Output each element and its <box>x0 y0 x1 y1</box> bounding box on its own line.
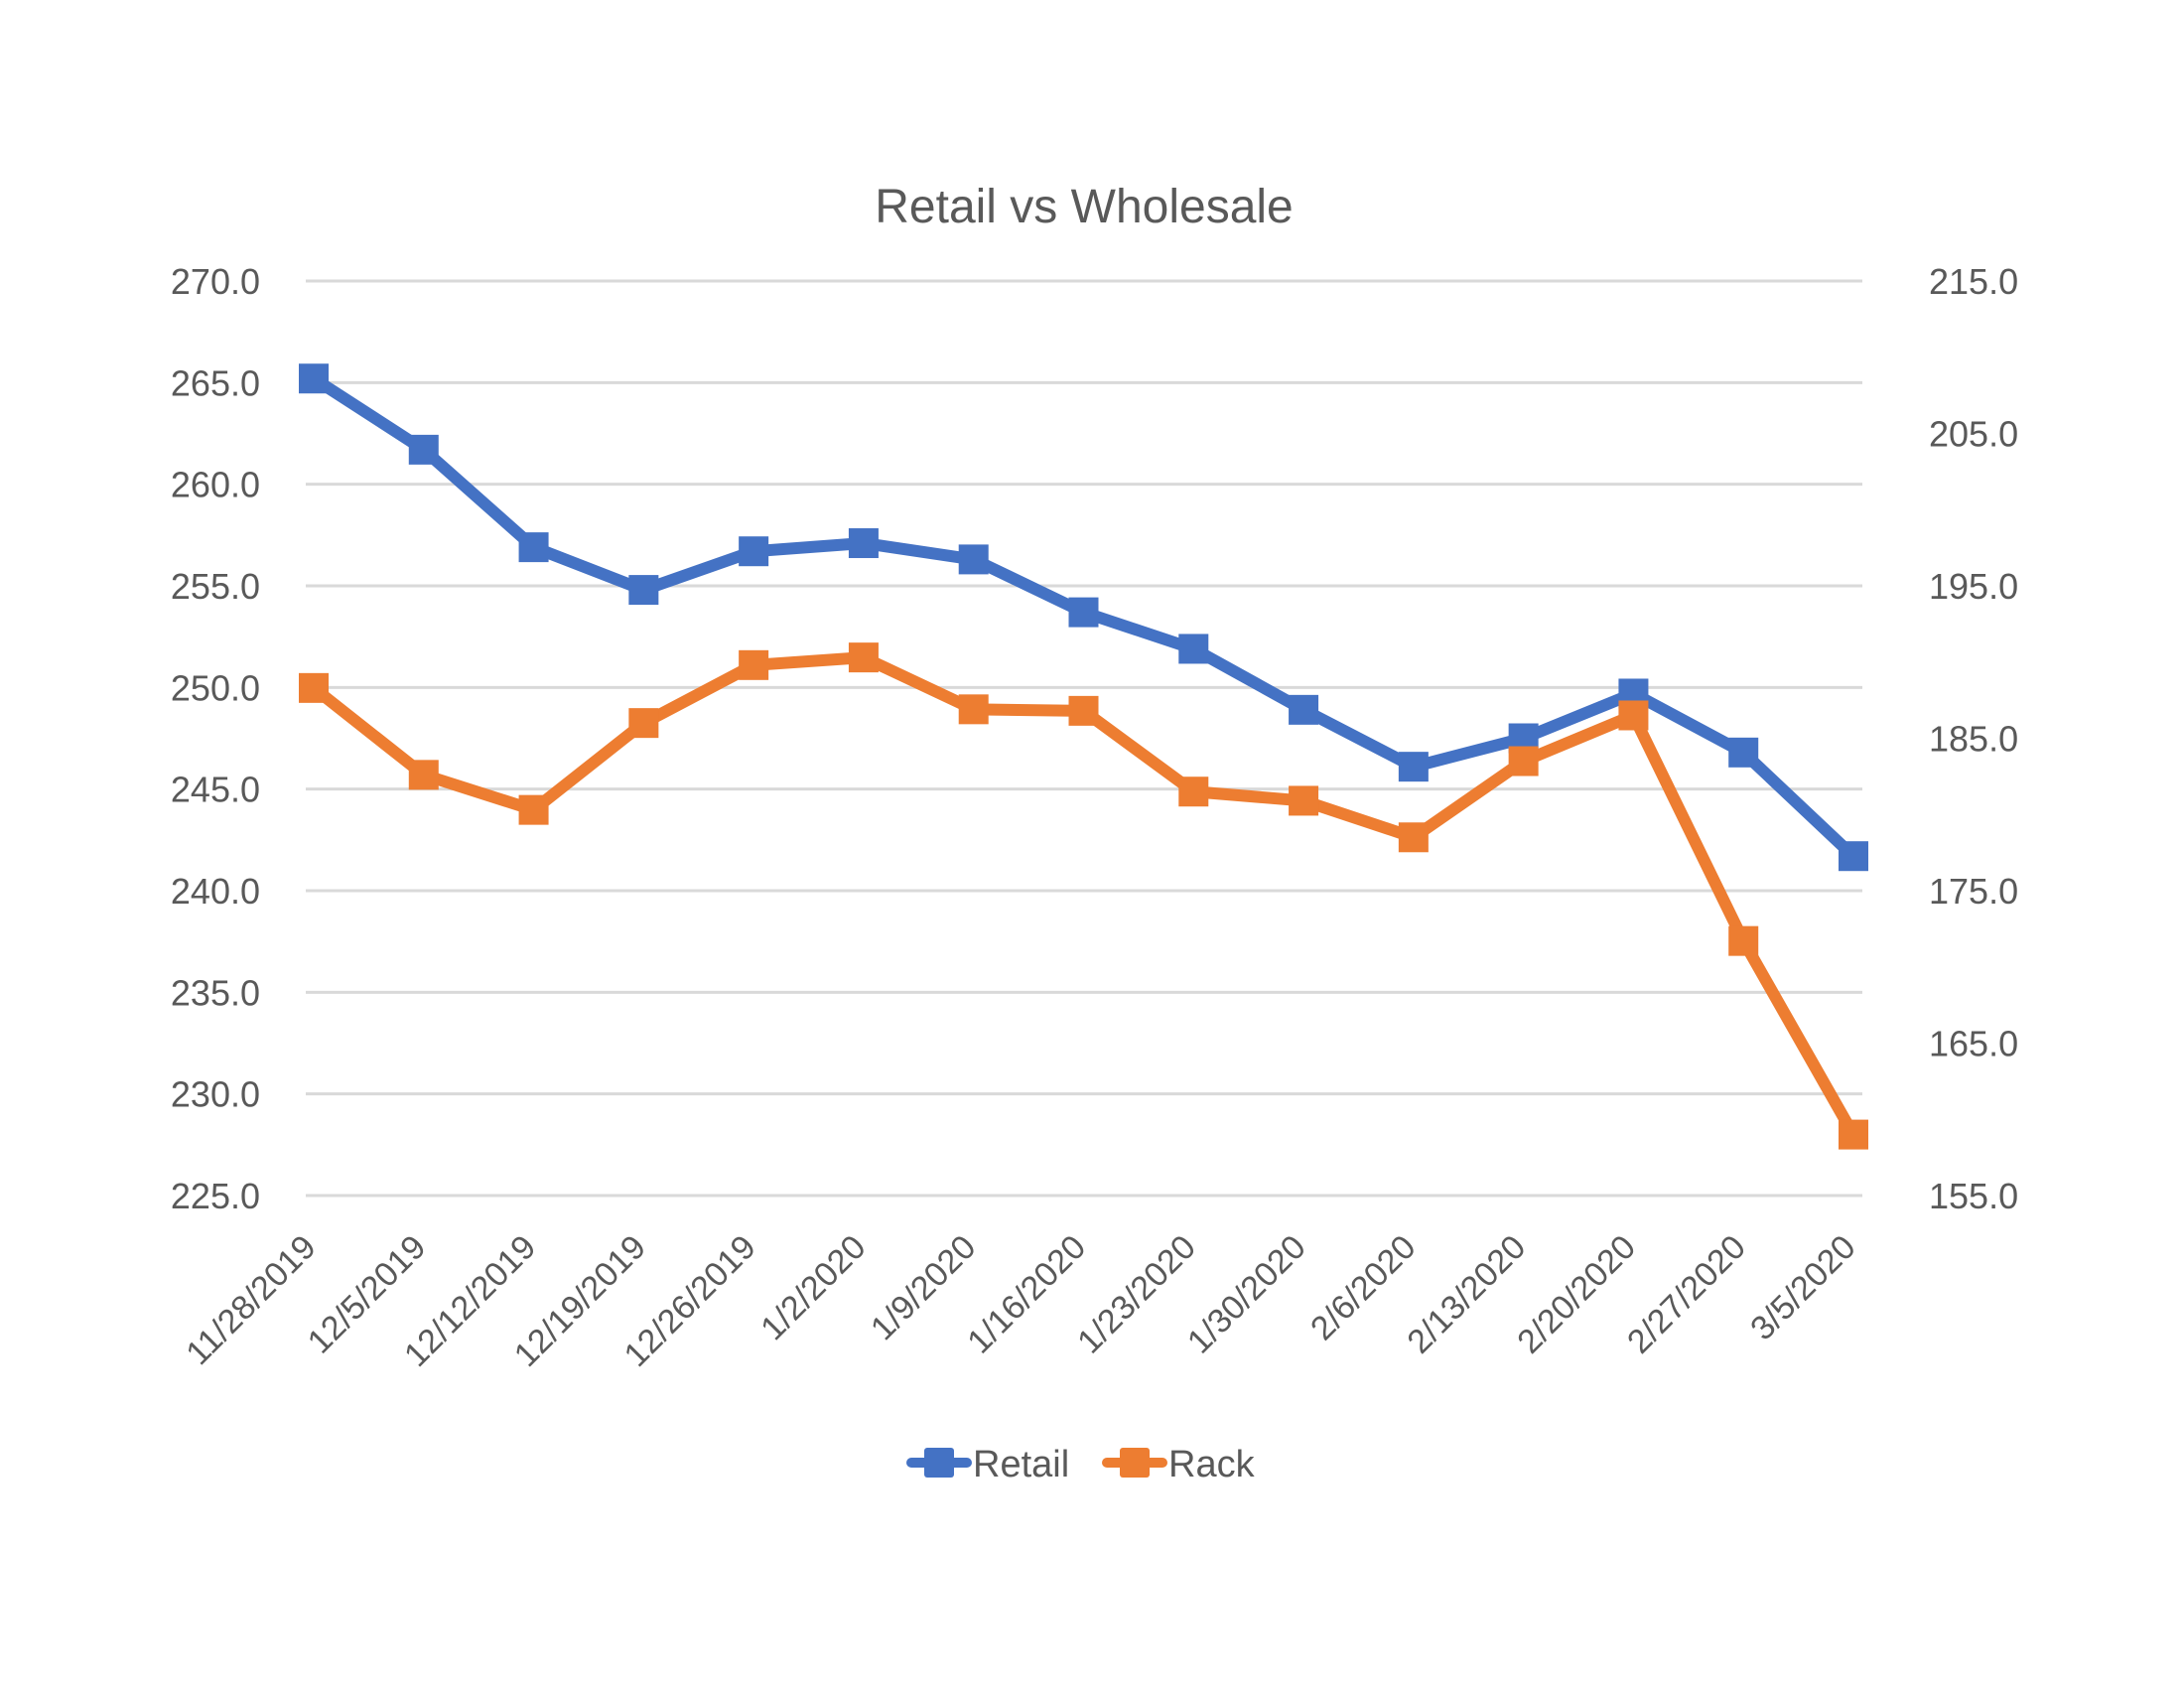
x-tick-label: 2/27/2020 <box>1620 1228 1753 1361</box>
data-point-marker[interactable] <box>1728 737 1759 768</box>
y-right-tick-label: 195.0 <box>1929 566 2018 607</box>
data-point-marker[interactable] <box>1068 695 1099 726</box>
data-point-marker[interactable] <box>739 536 769 567</box>
x-tick-label: 2/13/2020 <box>1400 1228 1533 1361</box>
series-rack <box>299 642 1868 1150</box>
data-point-marker[interactable] <box>739 649 769 680</box>
data-point-marker[interactable] <box>1289 785 1319 816</box>
legend-item-rack[interactable]: Rack <box>1102 1444 1256 1485</box>
data-point-marker[interactable] <box>958 694 989 725</box>
x-tick-label: 3/5/2020 <box>1743 1228 1862 1347</box>
y-left-tick-label: 260.0 <box>171 465 260 505</box>
y-axis-right: 215.0 205.0 195.0 185.0 175.0 165.0 155.0 <box>1929 261 2018 1216</box>
y-left-tick-label: 265.0 <box>171 362 260 403</box>
data-point-marker[interactable] <box>628 708 659 739</box>
data-point-marker[interactable] <box>848 642 879 673</box>
data-point-marker[interactable] <box>1289 694 1319 725</box>
data-point-marker[interactable] <box>408 760 439 790</box>
data-point-marker[interactable] <box>1178 634 1209 664</box>
data-point-marker[interactable] <box>1398 752 1429 782</box>
data-point-marker[interactable] <box>518 532 549 563</box>
data-point-marker[interactable] <box>628 575 659 606</box>
data-point-marker[interactable] <box>1178 776 1209 807</box>
legend-rack-marker-icon <box>1120 1448 1150 1478</box>
legend-rack-label: Rack <box>1168 1444 1256 1485</box>
data-point-marker[interactable] <box>1398 822 1429 853</box>
chart-title: Retail vs Wholesale <box>875 181 1294 233</box>
legend-retail-label: Retail <box>973 1444 1069 1485</box>
y-left-tick-label: 245.0 <box>171 770 260 810</box>
x-tick-label: 1/2/2020 <box>753 1228 873 1347</box>
legend-retail-marker-icon <box>924 1448 954 1478</box>
y-right-tick-label: 175.0 <box>1929 871 2018 912</box>
gridlines <box>306 279 1862 1198</box>
data-point-marker[interactable] <box>1508 746 1539 776</box>
data-point-marker[interactable] <box>299 363 329 394</box>
y-left-tick-label: 255.0 <box>171 566 260 607</box>
data-point-marker[interactable] <box>1068 597 1099 628</box>
y-right-tick-label: 165.0 <box>1929 1024 2018 1064</box>
data-point-marker[interactable] <box>1839 841 1868 872</box>
data-point-marker[interactable] <box>408 434 439 465</box>
legend: Retail Rack <box>906 1444 1256 1485</box>
x-axis: 11/28/201912/5/201912/12/201912/19/20191… <box>179 1228 1862 1374</box>
series-layer <box>299 363 1868 1150</box>
series-retail <box>299 363 1868 872</box>
data-point-marker[interactable] <box>958 544 989 575</box>
legend-item-retail[interactable]: Retail <box>906 1444 1069 1485</box>
x-tick-label: 1/16/2020 <box>960 1228 1093 1361</box>
data-point-marker[interactable] <box>848 528 879 559</box>
y-left-tick-label: 250.0 <box>171 667 260 708</box>
x-tick-label: 11/28/2019 <box>179 1228 323 1372</box>
x-tick-label: 2/20/2020 <box>1510 1228 1643 1361</box>
y-left-tick-label: 240.0 <box>171 871 260 912</box>
data-point-marker[interactable] <box>1839 1119 1868 1150</box>
x-tick-label: 1/30/2020 <box>1180 1228 1313 1361</box>
y-left-tick-label: 235.0 <box>171 972 260 1013</box>
y-left-tick-label: 225.0 <box>171 1176 260 1216</box>
data-point-marker[interactable] <box>1618 700 1649 731</box>
y-right-tick-label: 215.0 <box>1929 261 2018 302</box>
x-tick-label: 1/23/2020 <box>1070 1228 1203 1361</box>
y-axis-left: 270.0 265.0 260.0 255.0 250.0 245.0 240.0 235.0… <box>171 261 260 1216</box>
y-right-tick-label: 155.0 <box>1929 1176 2018 1216</box>
y-left-tick-label: 270.0 <box>171 261 260 302</box>
data-point-marker[interactable] <box>299 672 329 703</box>
y-left-tick-label: 230.0 <box>171 1074 260 1115</box>
y-right-tick-label: 205.0 <box>1929 414 2018 455</box>
data-point-marker[interactable] <box>1728 925 1759 956</box>
y-right-tick-label: 185.0 <box>1929 719 2018 760</box>
data-point-marker[interactable] <box>518 794 549 825</box>
